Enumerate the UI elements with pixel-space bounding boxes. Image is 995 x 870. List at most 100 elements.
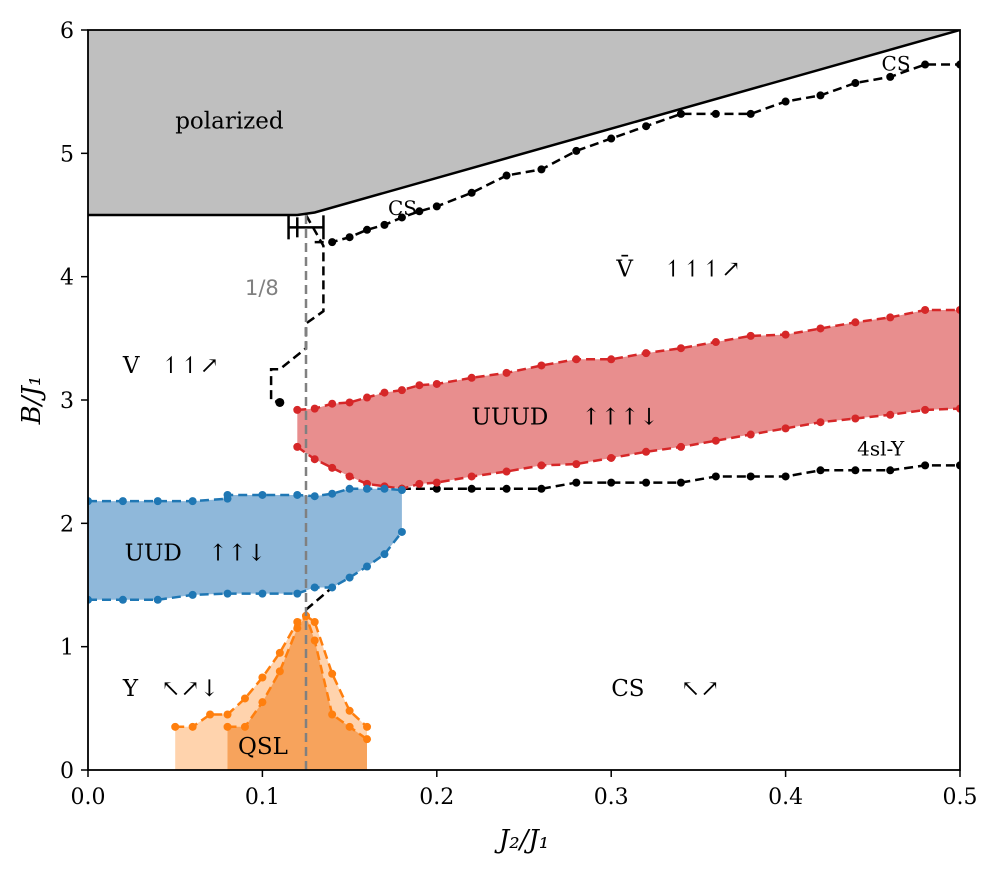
label-cs-top: CS xyxy=(882,52,911,76)
cs-high-point-0 xyxy=(328,238,337,247)
uud-lower-point-12 xyxy=(397,527,406,536)
qsl-inner-point-8 xyxy=(345,722,354,731)
uud-upper-point-6 xyxy=(258,490,267,499)
cs-high-point-2 xyxy=(363,225,372,234)
cs-high-point-8 xyxy=(502,171,511,180)
label-cs-low: CS xyxy=(611,676,644,702)
cs-high-point-17 xyxy=(816,91,825,100)
x-axis-label: J₂/J₁ xyxy=(494,825,549,855)
label-one-eighth: 1/8 xyxy=(245,276,279,300)
label-y-arrows: ↖↗↓ xyxy=(161,676,219,702)
qsl-outer-point-10 xyxy=(328,669,337,678)
uuud-lower-point-10 xyxy=(502,467,511,476)
cs-low-point-9 xyxy=(711,472,720,481)
cs-low-point-14 xyxy=(886,466,895,475)
qsl-dark-region xyxy=(227,615,367,770)
uuud-lower-point-23 xyxy=(956,404,960,413)
label-cs-mid: CS xyxy=(388,196,417,220)
uuud-region xyxy=(297,310,960,489)
cs-high-point-15 xyxy=(746,109,755,118)
cs-high-point-20 xyxy=(921,60,930,69)
cs-high-point-5 xyxy=(415,207,424,216)
uuud-upper-point-0 xyxy=(293,405,302,414)
cs-low-point-8 xyxy=(676,478,685,487)
x-tick-label-3: 0.3 xyxy=(594,785,629,810)
qsl-inner-point-1 xyxy=(240,722,249,731)
uuud-upper-point-9 xyxy=(467,373,476,382)
uuud-upper-point-21 xyxy=(886,313,895,322)
uud-lower-point-10 xyxy=(363,562,372,571)
uuud-lower-point-13 xyxy=(607,453,616,462)
cs-high-point-7 xyxy=(467,188,476,197)
uud-lower-point-1 xyxy=(118,595,127,604)
uuud-upper-point-1 xyxy=(310,404,319,413)
uuud-lower-point-20 xyxy=(851,414,860,423)
qsl-outer-point-9 xyxy=(310,618,319,626)
cs-low-point-5 xyxy=(572,478,581,487)
qsl-inner-point-9 xyxy=(363,735,372,744)
cs-high-point-10 xyxy=(572,146,581,155)
label-v: V xyxy=(122,353,140,379)
uud-lower-point-9 xyxy=(345,573,354,582)
uuud-upper-point-15 xyxy=(676,344,685,353)
uuud-upper-point-22 xyxy=(921,305,930,314)
cs-low-point-10 xyxy=(746,472,755,481)
uud-upper-point-12 xyxy=(380,484,389,493)
uuud-lower-point-7 xyxy=(415,479,424,488)
qsl-inner-point-7 xyxy=(328,710,337,719)
qsl-inner-point-0 xyxy=(223,722,232,731)
qsl-outer-point-7 xyxy=(293,618,302,626)
cs-high-point-14 xyxy=(711,109,720,118)
uuud-upper-point-3 xyxy=(345,398,354,407)
uud-region xyxy=(88,488,402,600)
label-polarized: polarized xyxy=(175,109,284,135)
qsl-inner-point-6 xyxy=(310,636,319,645)
cs-low-point-2 xyxy=(467,484,476,493)
uuud-lower-point-18 xyxy=(781,424,790,433)
cs-high-point-6 xyxy=(432,202,441,211)
cs-high-point-9 xyxy=(537,165,546,174)
uuud-lower-point-11 xyxy=(537,461,546,470)
cs-low-point-16 xyxy=(956,461,960,470)
uuud-upper-point-23 xyxy=(956,305,960,314)
cs-high-point-13 xyxy=(676,109,685,118)
label-vbar: V̄ xyxy=(615,255,633,282)
uud-upper-point-9 xyxy=(328,489,337,498)
uud-lower-point-11 xyxy=(380,550,389,559)
uud-upper-point-3 xyxy=(188,497,197,506)
uuud-lower-point-3 xyxy=(345,472,354,481)
uuud-lower-point-22 xyxy=(921,405,930,414)
uuud-lower-point-15 xyxy=(676,442,685,451)
uud-upper-point-1 xyxy=(118,497,127,506)
cs-low-point-7 xyxy=(642,478,651,487)
uud-lower-point-5 xyxy=(258,589,267,598)
cs-low-point-3 xyxy=(502,484,511,493)
uuud-upper-line xyxy=(297,308,960,412)
polarized-boundary-line xyxy=(88,30,960,217)
cs-low-point-13 xyxy=(851,466,860,475)
cs-high-point-21 xyxy=(956,60,960,69)
x-tick-label-2: 0.2 xyxy=(419,785,454,810)
cs-low-point-15 xyxy=(921,461,930,470)
uuud-lower-point-2 xyxy=(328,463,337,472)
qsl-outer-point-0 xyxy=(171,722,180,731)
uuud-upper-point-13 xyxy=(607,355,616,364)
cs-low-point-12 xyxy=(816,466,825,475)
label-uud: UUD xyxy=(125,540,182,566)
y-tick-label-2: 2 xyxy=(60,512,74,537)
cs-left-dot xyxy=(275,397,285,407)
uuud-upper-point-11 xyxy=(537,361,546,370)
uuud-lower-point-16 xyxy=(711,436,720,445)
cs-high-point-19 xyxy=(886,72,895,81)
uuud-lower-point-0 xyxy=(293,442,302,451)
uuud-upper-point-6 xyxy=(397,386,406,395)
label-y: Y xyxy=(122,676,139,702)
y-tick-label-6: 6 xyxy=(60,19,74,44)
uuud-upper-point-20 xyxy=(851,318,860,327)
polarized-region xyxy=(88,30,960,215)
uud-upper-point-7 xyxy=(293,490,302,499)
uuud-lower-point-21 xyxy=(886,410,895,419)
qsl-inner-point-4 xyxy=(293,624,302,633)
uuud-upper-point-8 xyxy=(432,379,441,388)
